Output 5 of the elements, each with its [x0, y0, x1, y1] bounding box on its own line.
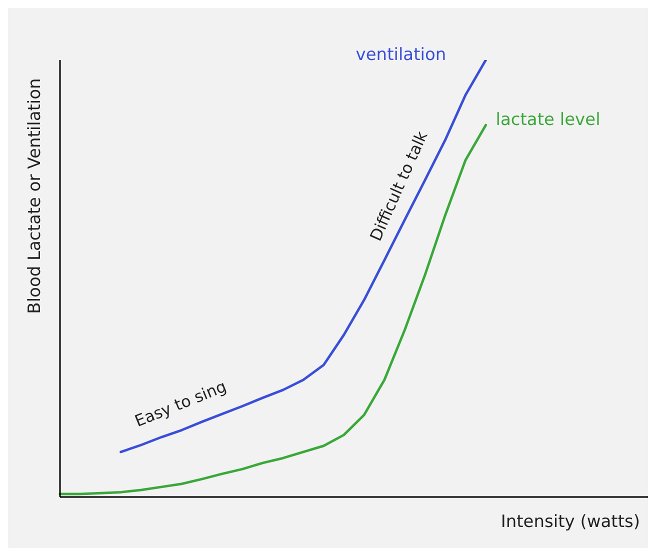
series-label: lactate level [496, 110, 600, 130]
y-axis-title: Blood Lactate or Ventilation [25, 78, 45, 314]
series-label: ventilation [356, 45, 446, 65]
annotation: Easy to sing [132, 376, 230, 431]
x-axis-title: Intensity (watts) [500, 512, 640, 532]
